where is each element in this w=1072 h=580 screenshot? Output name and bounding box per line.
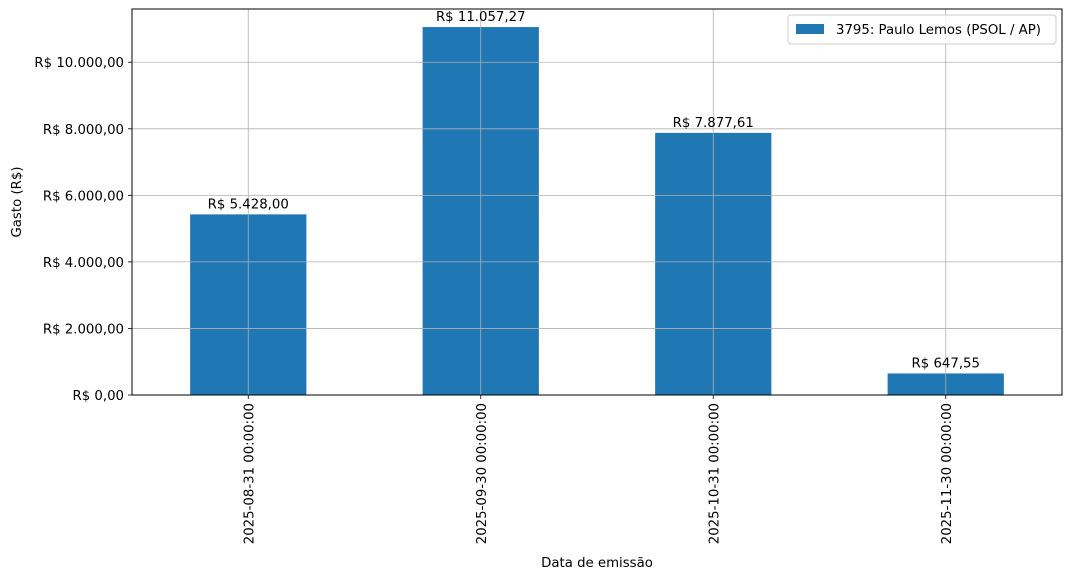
y-tick-label: R$ 2.000,00	[43, 322, 124, 337]
bar-value-label-1: R$ 5.428,00	[208, 197, 289, 212]
x-tick-label: 2025-11-30 00:00:00	[940, 403, 955, 544]
y-tick-label: R$ 6.000,00	[43, 189, 124, 204]
legend: 3795: Paulo Lemos (PSOL / AP)	[787, 14, 1057, 45]
y-axis-label: Gasto (R$)	[10, 166, 25, 237]
y-tick-label: R$ 10.000,00	[34, 56, 124, 71]
bar-value-label-2: R$ 11.057,27	[436, 10, 526, 25]
x-tick-label: 2025-08-31 00:00:00	[242, 403, 257, 544]
x-axis-label: Data de emissão	[541, 556, 653, 571]
legend-entry-label: 3795: Paulo Lemos (PSOL / AP)	[836, 23, 1041, 38]
x-tick-label: 2025-10-31 00:00:00	[707, 403, 722, 544]
x-tick-label: 2025-09-30 00:00:00	[475, 403, 490, 544]
y-tick-label: R$ 8.000,00	[43, 123, 124, 138]
legend-swatch	[796, 24, 824, 34]
bar-value-labels: R$ 5.428,00 R$ 11.057,27 R$ 7.877,61 R$ 647…	[208, 10, 980, 371]
legend-frame	[787, 14, 1057, 45]
bars	[190, 27, 1004, 396]
y-tick-label: R$ 0,00	[72, 389, 124, 404]
plot-frame	[131, 8, 1063, 396]
y-tick-label: R$ 4.000,00	[43, 256, 124, 271]
bar-value-label-4: R$ 647,55	[912, 356, 980, 371]
bar-value-label-3: R$ 7.877,61	[673, 116, 754, 131]
axis-ticks: R$ 0,00 R$ 2.000,00 R$ 4.000,00 R$ 6.000,00…	[34, 56, 954, 544]
